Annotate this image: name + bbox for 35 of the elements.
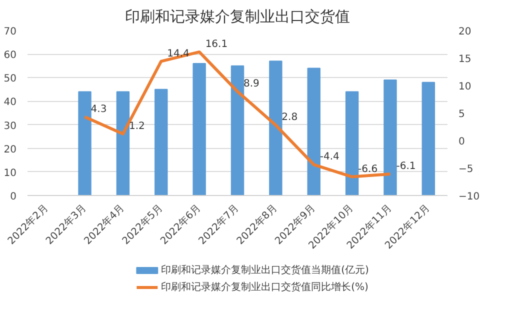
- y2-tick-label: 5: [458, 109, 465, 120]
- y-tick-label: 40: [4, 97, 17, 108]
- bar: [345, 91, 359, 196]
- bar: [230, 65, 244, 196]
- bar: [154, 88, 168, 196]
- data-label: 1.2: [128, 120, 145, 132]
- bar: [269, 60, 282, 196]
- data-label: 2.8: [282, 112, 298, 124]
- line-series: [83, 50, 392, 178]
- bar: [78, 91, 92, 196]
- bar: [422, 82, 436, 196]
- data-label: 16.1: [205, 38, 228, 50]
- y-tick-label: 60: [4, 50, 17, 62]
- legend-label: 印刷和记录媒介复制业出口交货值当期值(亿元): [161, 264, 370, 276]
- y2-tick-label: 20: [458, 26, 472, 38]
- y-tick-label: 70: [4, 26, 17, 38]
- chart-title: 印刷和记录媒介复制业出口交货值: [125, 8, 350, 26]
- y2-tick-label: 10: [458, 82, 472, 92]
- y-tick-label: 20: [4, 144, 17, 156]
- data-label: -6.6: [358, 164, 378, 175]
- y-tick-label: 50: [4, 74, 17, 85]
- data-label: -6.1: [396, 161, 416, 172]
- bar: [192, 63, 206, 196]
- y-tick-label: 30: [4, 120, 17, 132]
- y-tick-label: 10: [4, 168, 17, 179]
- legend-label: 印刷和记录媒介复制业出口交货值同比增长(%): [161, 281, 369, 293]
- y2-tick-label: −5: [458, 164, 474, 175]
- y2-tick-label: −10: [458, 192, 480, 202]
- data-label: 8.9: [244, 78, 260, 90]
- y2-tick-label: 15: [458, 54, 472, 65]
- bar: [116, 91, 130, 196]
- y2-tick-label: 0: [458, 136, 465, 148]
- y-tick-label: 0: [10, 192, 17, 202]
- bar: [384, 80, 397, 196]
- bar: [307, 68, 320, 196]
